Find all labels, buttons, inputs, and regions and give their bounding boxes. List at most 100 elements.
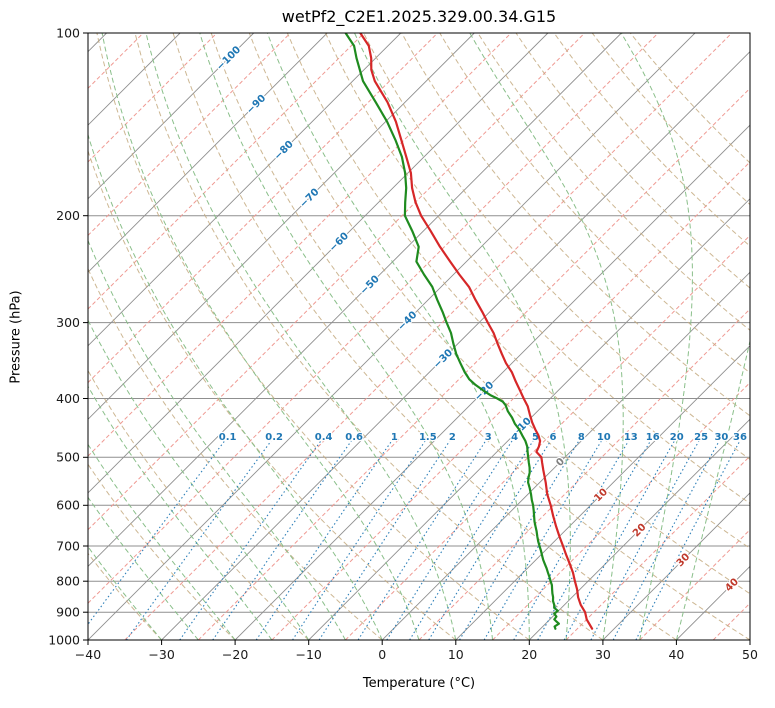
- isotherm-line: [88, 33, 255, 200]
- mixing-ratio-label: 0.4: [315, 432, 333, 443]
- dry-adiabat-line: [286, 33, 750, 549]
- mixing-ratio-line: [88, 440, 226, 626]
- mixing-ratio-label: 0.1: [219, 432, 237, 443]
- isotherm-minor-line: [271, 161, 750, 640]
- mixing-ratio-label: 13: [624, 432, 638, 443]
- isotherm-minor-line: [565, 455, 750, 640]
- moist-adiabat-line: [145, 33, 457, 640]
- mixing-ratio-label: 6: [550, 432, 557, 443]
- y-tick-label: 300: [56, 315, 80, 330]
- dry-adiabat-line: [88, 463, 236, 640]
- y-tick-label: 1000: [48, 632, 80, 647]
- x-tick-label: −40: [75, 647, 101, 662]
- x-tick-label: −20: [222, 647, 248, 662]
- mixing-ratio-label: 5: [532, 432, 539, 443]
- mixing-ratio-line: [357, 440, 487, 640]
- y-tick-label: 600: [56, 498, 80, 513]
- dry-adiabat-line: [363, 33, 750, 461]
- mixing-ratio-label: 16: [646, 432, 660, 443]
- dry-adiabat-line: [210, 33, 750, 640]
- isotherm-line: [602, 492, 750, 640]
- mixing-ratio-line: [292, 440, 426, 640]
- plot-border: [87, 32, 751, 641]
- isotherm-minor-line: [197, 87, 750, 640]
- dewpoint-curve: [344, 33, 560, 630]
- mixing-ratio-label: 4: [511, 432, 518, 443]
- mixing-ratio-line: [612, 440, 720, 640]
- isotherm-line: [88, 33, 107, 53]
- moist-adiabat-line: [354, 33, 571, 640]
- dry-adiabat-line: [88, 369, 310, 640]
- moist-adiabat-line: [88, 239, 346, 640]
- isotherm-line: [528, 418, 750, 640]
- isotherm-label-zero: 0: [554, 456, 567, 469]
- dry-adiabat-line: [401, 33, 750, 417]
- isotherm-minor-line: [88, 33, 659, 604]
- mixing-ratio-line: [212, 440, 352, 640]
- mixing-ratio-label: 0.2: [265, 432, 283, 443]
- isotherm-minor-line: [88, 33, 512, 457]
- mixing-ratio-line: [179, 440, 322, 640]
- isotherm-label-blue: −100: [215, 44, 243, 72]
- moist-adiabat-line: [88, 319, 310, 640]
- dry-adiabat-line: [325, 33, 750, 505]
- dry-adiabat-line: [88, 552, 162, 640]
- mixing-ratio-label: 3: [485, 432, 492, 443]
- y-tick-label: 400: [56, 391, 80, 406]
- mixing-ratio-label: 2: [449, 432, 456, 443]
- mixing-ratio-label: 30: [714, 432, 728, 443]
- mixing-ratio-label: 0.6: [345, 432, 363, 443]
- moist-adiabat-line: [88, 132, 383, 640]
- moist-adiabat-line: [266, 33, 530, 640]
- isotherm-line: [749, 639, 750, 640]
- dry-adiabat-line: [477, 33, 750, 331]
- moist-adiabat-line: [675, 339, 750, 640]
- moist-adiabat-line: [101, 33, 420, 640]
- isotherm-minor-line: [88, 33, 365, 310]
- isotherm-label-blue: −30: [432, 347, 456, 371]
- isotherm-line: [381, 271, 750, 640]
- mixing-ratio-label: 1.5: [419, 432, 437, 443]
- temperature-curve: [359, 33, 594, 630]
- isotherm-label-blue: −70: [298, 187, 322, 211]
- moist-adiabat-line: [88, 496, 199, 640]
- isotherm-minor-line: [124, 33, 733, 640]
- background-lines: [0, 33, 750, 640]
- dry-adiabat-line: [88, 267, 383, 640]
- isotherm-label-red: 30: [675, 552, 693, 570]
- y-tick-label: 900: [56, 605, 80, 620]
- isotherm-line: [161, 50, 750, 640]
- isotherm-line: [88, 33, 549, 494]
- y-tick-label: 500: [56, 450, 80, 465]
- mixing-ratio-line: [409, 440, 534, 640]
- isotherm-minor-line: [418, 308, 750, 640]
- mixing-ratio-label: 1: [391, 432, 398, 443]
- isotherm-line: [308, 198, 750, 640]
- axes: −40 −30 −20 −10 0 10 20 30 40 5010020030040050060…: [48, 25, 758, 662]
- x-tick-label: −30: [148, 647, 174, 662]
- x-axis-label: Temperature (°C): [362, 676, 476, 691]
- moist-adiabat-line: [199, 33, 494, 640]
- isotherm-line: [0, 33, 33, 640]
- chart-title: wetPf2_C2E1.2025.329.00.34.G15: [281, 7, 557, 26]
- mixing-ratio-label: 10: [597, 432, 611, 443]
- isotherm-label-red: 10: [592, 487, 610, 505]
- dry-adiabat-line: [134, 33, 604, 640]
- dry-adiabat-line: [96, 33, 530, 640]
- x-tick-label: 30: [595, 647, 611, 662]
- isotherm-line: [88, 33, 622, 568]
- y-tick-label: 700: [56, 538, 80, 553]
- mixing-ratio-line: [635, 440, 741, 640]
- isotherm-label-blue: −60: [328, 231, 352, 255]
- isotherm-line: [234, 124, 750, 640]
- mixing-ratio-line: [255, 440, 393, 640]
- mixing-ratio-line: [590, 440, 700, 640]
- isotherm-minor-line: [492, 381, 750, 640]
- isotherm-minor-line: [88, 33, 438, 384]
- moist-adiabat-line: [88, 385, 273, 640]
- y-tick-label: 200: [56, 208, 80, 223]
- moist-adiabat-line: [469, 33, 624, 640]
- isotherm-minor-line: [88, 33, 218, 163]
